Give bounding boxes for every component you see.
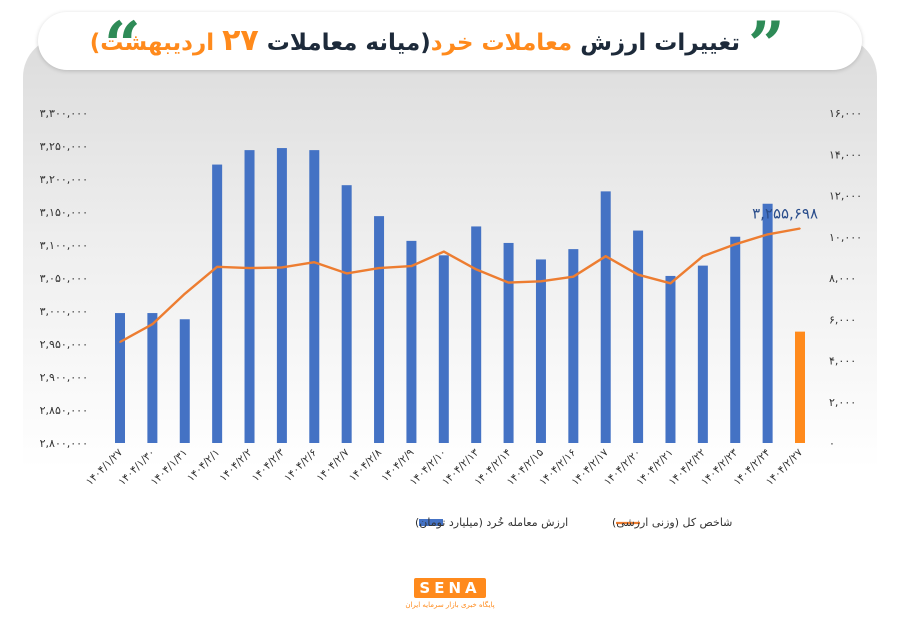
sena-logo: SENA <box>414 578 486 598</box>
bar <box>762 203 773 443</box>
left-axis-tick-label: ۳,۱۰۰,۰۰۰ <box>40 239 88 252</box>
bar <box>600 191 611 443</box>
right-axis-tick-label: ۱۰,۰۰۰ <box>829 231 862 244</box>
title-part-3: (میانه معاملات <box>266 30 431 56</box>
bar <box>438 255 449 443</box>
index-line <box>119 227 801 344</box>
left-axis-tick-label: ۲,۹۵۰,۰۰۰ <box>40 338 88 351</box>
line-point <box>507 281 510 284</box>
bar <box>341 185 352 443</box>
left-axis-ticks: ۲,۸۰۰,۰۰۰ ۲,۸۵۰,۰۰۰ ۲,۹۰۰,۰۰۰ ۲,۹۵۰,۰۰۰ ۳,۰۰… <box>40 107 88 450</box>
last-value-data-label: ۳,۲۵۵,۶۹۸ <box>752 205 818 223</box>
bar <box>115 313 125 443</box>
bar <box>244 150 255 443</box>
line-point <box>540 280 542 283</box>
right-axis-tick-label: ۶,۰۰۰ <box>829 313 856 326</box>
line-point <box>216 265 218 268</box>
right-axis-tick-label: ۸,۰۰۰ <box>829 272 856 285</box>
left-axis-tick-label: ۳,۳۰۰,۰۰۰ <box>40 107 88 120</box>
line-point <box>799 227 801 230</box>
bar <box>471 226 482 443</box>
left-axis-tick-label: ۳,۲۰۰,۰۰۰ <box>40 173 88 186</box>
bar <box>406 240 417 443</box>
line-point <box>345 272 348 275</box>
line-point <box>702 255 704 258</box>
line-point <box>313 261 316 263</box>
category-label: ۱۴۰۴/۲/۱ <box>185 447 222 484</box>
right-axis-tick-label: ۱۶,۰۰۰ <box>829 107 862 120</box>
bar <box>212 164 223 443</box>
category-label: ۱۴۰۴/۲/۳ <box>250 446 288 484</box>
right-axis-ticks: ۰ ۲,۰۰۰ ۴,۰۰۰ ۶,۰۰۰ ۸,۰۰۰ ۱۰,۰۰۰ ۱۲,۰۰۰ ۱۴,۰۰۰ ۱… <box>829 107 862 450</box>
left-axis-tick-label: ۲,۸۰۰,۰۰۰ <box>40 437 88 450</box>
line-point <box>572 275 575 278</box>
bar <box>503 242 514 443</box>
bar <box>795 331 805 443</box>
title-number: ۲۷ <box>222 23 259 58</box>
line-point <box>637 273 639 276</box>
page-title: تغییرات ارزش معاملات خرد(میانه معاملات ۲… <box>90 18 740 64</box>
title-banner <box>38 12 862 70</box>
line-point <box>151 323 154 326</box>
bar <box>633 230 644 443</box>
legend-bar-swatch <box>419 519 443 526</box>
line-point <box>604 255 607 258</box>
line-point <box>766 233 769 236</box>
left-axis-tick-label: ۳,۲۵۰,۰۰۰ <box>40 140 88 153</box>
right-axis-tick-label: ۰ <box>829 437 835 450</box>
sena-logo-subtitle: پایگاه خبری بازار سرمایه ایران <box>405 601 495 609</box>
bar <box>665 275 676 443</box>
legend-bar-label: ارزش معامله خُرد (میلیارد تومان) <box>415 516 568 529</box>
bar <box>568 249 579 443</box>
left-axis-tick-label: ۳,۰۵۰,۰۰۰ <box>40 272 88 285</box>
line-point <box>410 265 413 267</box>
bar-series <box>115 148 805 443</box>
right-axis-tick-label: ۴,۰۰۰ <box>829 355 856 368</box>
line-point <box>183 293 186 295</box>
category-labels: ۱۴۰۴/۱/۲۷۱۴۰۴/۱/۳۰۱۴۰۴/۱/۳۱۱۴۰۴/۲/۱۱۴۰۴/… <box>84 446 806 488</box>
legend: ارزش معامله خُرد (میلیارد تومان) شاخص کل… <box>415 516 732 529</box>
bar <box>730 236 741 443</box>
bar <box>276 148 287 443</box>
line-point <box>475 268 477 271</box>
left-axis-tick-label: ۲,۹۰۰,۰۰۰ <box>40 371 88 384</box>
line-point <box>734 243 737 246</box>
line-point <box>119 341 121 343</box>
line-point <box>248 267 251 269</box>
category-label: ۱۴۰۴/۲/۸ <box>347 446 385 484</box>
title-part-4: اردیبهشت) <box>89 30 215 56</box>
title-part-1: تغییرات ارزش <box>580 30 740 56</box>
left-axis-tick-label: ۳,۰۰۰,۰۰۰ <box>40 305 88 318</box>
category-label: ۱۴۰۴/۲/۲ <box>217 446 255 484</box>
category-label: ۱۴۰۴/۲/۷ <box>314 446 352 484</box>
quote-open-icon: ” <box>748 8 785 83</box>
line-series <box>119 227 801 344</box>
line-point <box>443 250 445 253</box>
bar <box>374 216 385 443</box>
legend-line-label: شاخص کل (وزنی ارزشی) <box>612 516 732 529</box>
bar <box>309 150 320 443</box>
line-point <box>378 267 380 269</box>
category-label: ۱۴۰۴/۲/۶ <box>282 447 319 484</box>
line-point <box>669 282 672 285</box>
right-axis-tick-label: ۱۴,۰۰۰ <box>829 148 862 161</box>
left-axis-tick-label: ۳,۱۵۰,۰۰۰ <box>40 206 88 219</box>
line-point <box>281 266 283 269</box>
right-axis-tick-label: ۱۲,۰۰۰ <box>829 190 862 203</box>
bar <box>179 319 190 443</box>
left-axis-tick-label: ۲,۸۵۰,۰۰۰ <box>40 404 88 417</box>
bar <box>535 259 546 443</box>
right-axis-tick-label: ۲,۰۰۰ <box>829 396 856 409</box>
bar <box>697 265 708 443</box>
bar <box>147 313 158 443</box>
title-part-2: معاملات خرد <box>430 30 573 56</box>
quote-close-icon: “ <box>104 8 141 83</box>
